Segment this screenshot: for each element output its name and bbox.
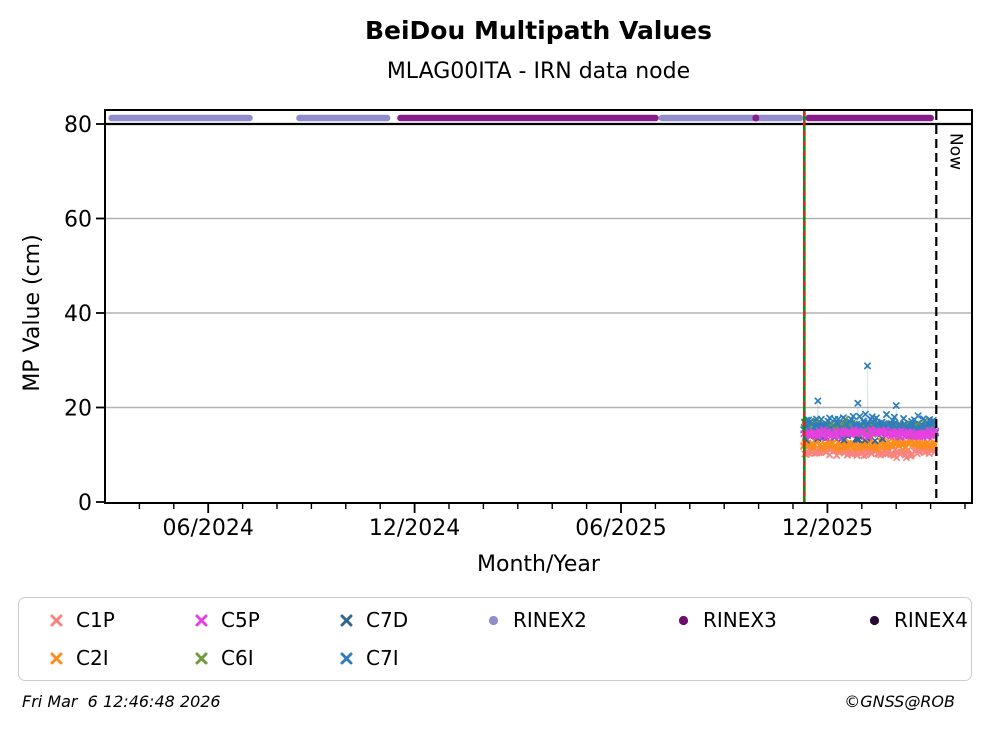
rinex-band-segment-RINEX3 [397,114,659,122]
chart-subtitle: MLAG00ITA - IRN data node [386,59,691,84]
legend-item-c7i: C7I [339,646,399,670]
x-tick-label: 06/2024 [162,516,253,541]
y-tick-label: 80 [64,113,92,138]
c6i-x-marker-icon [195,652,208,664]
chart-title: BeiDou Multipath Values [364,16,713,45]
c1p-x-marker-icon [50,614,63,626]
x-tick-label: 12/2025 [782,516,873,541]
plot-area: 06/2024 12/2024 06/2025 12/2025 0 20 40 60 80 Now [64,109,973,541]
x-tick-label: 06/2025 [575,516,666,541]
y-tick-label: 0 [78,491,92,516]
legend-label: C5P [221,608,260,632]
legend-label: RINEX4 [894,608,968,632]
plot-timestamp: Fri Mar 6 12:46:48 2026 [22,692,221,711]
y-tick-label: 20 [64,397,92,422]
rinex-band-segment-RINEX3 [805,114,934,122]
y-tick-label: 40 [64,302,92,327]
y-tick-label: 60 [64,208,92,233]
legend-item-c7d: C7D [339,608,408,632]
rinex-band-segment-RINEX2 [108,114,253,122]
x-tick-label: 12/2024 [369,516,460,541]
plot-frame [104,109,973,504]
c7d-x-marker-icon [340,614,353,626]
c5p-x-marker-icon [195,614,208,626]
legend-label: RINEX3 [703,608,777,632]
legend-item-c2i: C2I [49,646,109,670]
legend-label: C2I [76,646,109,670]
legend-label: C1P [76,608,115,632]
rinex-band-segment-RINEX2 [296,114,391,122]
rinex2-dot-marker-icon [488,615,499,625]
legend-item-rinex4: RINEX4 [867,608,968,632]
legend-label: C7I [366,646,399,670]
x-axis-label: Month/Year [477,552,600,577]
c7i-x-marker-icon [340,652,353,664]
rinex4-dot-marker-icon [869,615,880,625]
rinex-band-segment-RINEX2 [658,114,804,122]
legend-item-c1p: C1P [49,608,115,632]
rinex-band-dot-RINEX3 [752,114,760,122]
legend-item-c5p: C5P [194,608,260,632]
copyright-text: ©GNSS@ROB [844,692,955,711]
legend-item-rinex2: RINEX2 [486,608,587,632]
legend-box: C1P C5P C7D RINEX2 RINEX3 RINEX4 C2I C6I C7I [18,597,972,681]
legend-label: C7D [366,608,409,632]
rinex3-dot-marker-icon [678,615,689,625]
legend-item-rinex3: RINEX3 [676,608,777,632]
legend-label: RINEX2 [513,608,587,632]
legend-label: C6I [221,646,254,670]
c2i-x-marker-icon [50,652,63,664]
now-label: Now [945,133,965,170]
legend-item-c6i: C6I [194,646,254,670]
